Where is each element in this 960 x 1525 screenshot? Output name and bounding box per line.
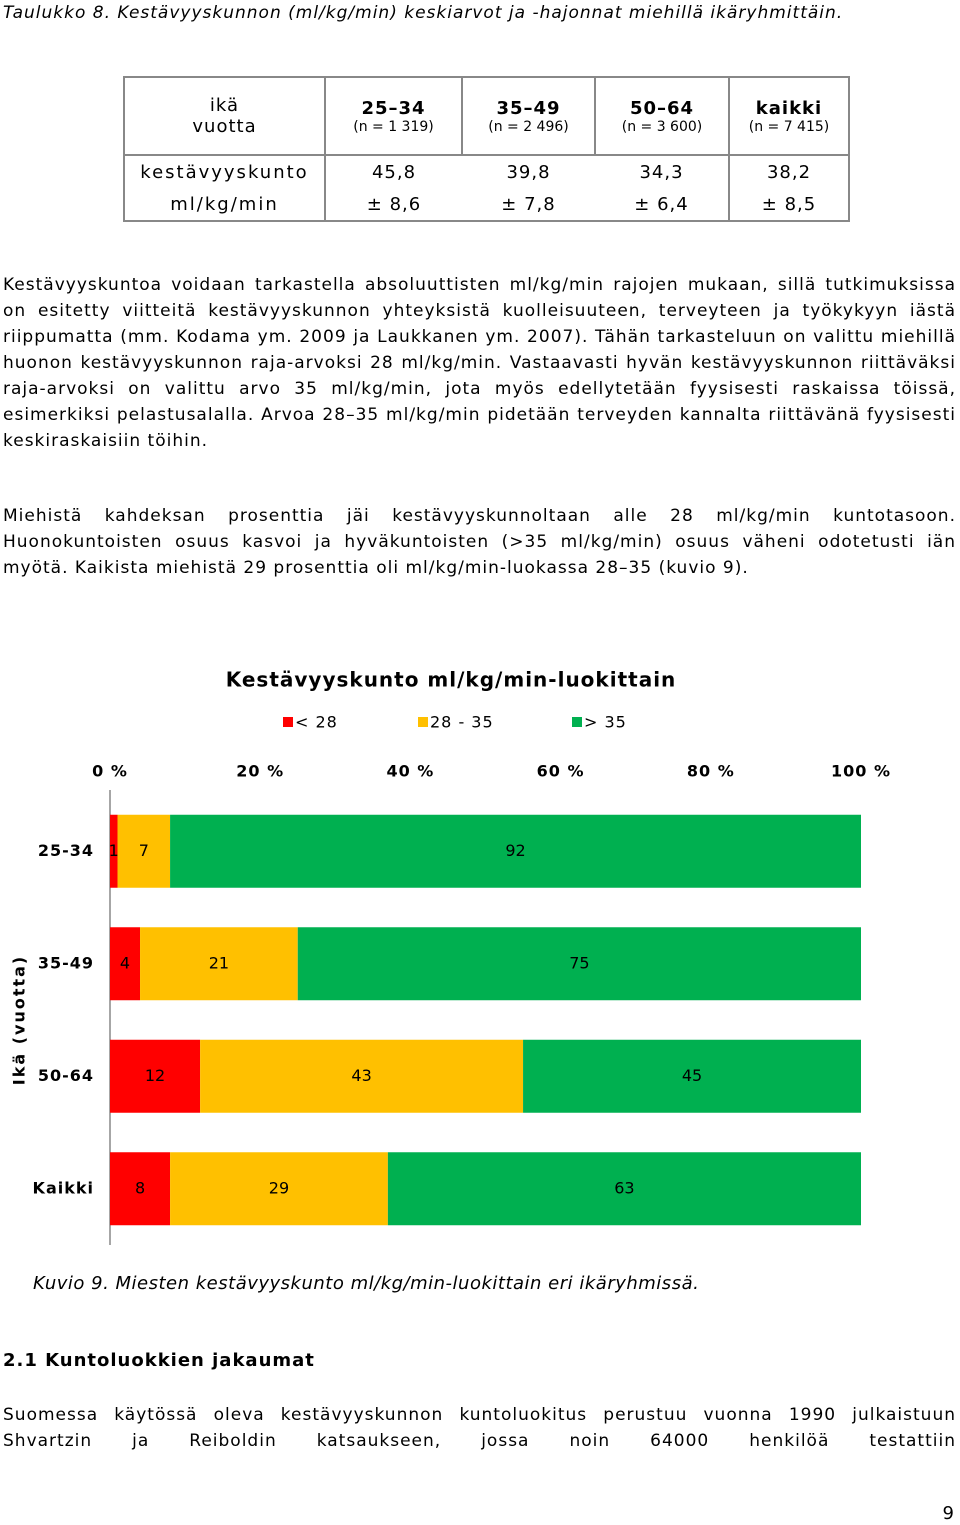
bar-segment [523, 1039, 861, 1113]
header-text: (n = 1 319) [353, 118, 434, 135]
y-tick-label: 25-34 [38, 841, 94, 860]
header-text: 35–49 [496, 97, 561, 119]
data-label: 12 [145, 1066, 165, 1085]
paragraph: Miehistä kahdeksan prosenttia jäi kestäv… [3, 506, 956, 578]
table-row: kestävyyskunto 45,8 39,8 34,3 38,2 [123, 155, 850, 188]
table-cell: 38,2 [728, 155, 850, 188]
header-text: 50–64 [629, 97, 695, 119]
table-cell: ml/kg/min [123, 188, 326, 222]
bar-segment [140, 927, 298, 1001]
x-tick-label: 80 % [687, 762, 735, 781]
x-tick-label: 40 % [386, 762, 434, 781]
y-axis-label: Ikä (vuotta) [10, 955, 29, 1086]
data-label: 92 [505, 841, 525, 860]
table-cell: 34,3 [639, 161, 684, 183]
table-caption: Taulukko 8. Kestävyyskunnon (ml/kg/min) … [3, 3, 844, 23]
table-cell: ± 6,4 [595, 188, 729, 222]
data-table: ikä vuotta 25–34 (n = 1 319) 35–49 (n = 2 496… [123, 76, 850, 222]
bar-segment [297, 927, 861, 1001]
legend-label: 28 - 35 [430, 713, 494, 732]
figure-caption: Kuvio 9. Miesten kestävyyskunto ml/kg/mi… [33, 1273, 700, 1294]
header-text: ikä [209, 95, 240, 116]
data-label: 21 [209, 953, 229, 972]
paragraph: Kestävyyskuntoa voidaan tarkastella abso… [3, 275, 956, 451]
bar-segment [200, 1039, 524, 1113]
y-tick-label: Kaikki [33, 1178, 94, 1197]
data-label: 75 [569, 953, 589, 972]
data-label: 63 [614, 1178, 634, 1197]
x-tick-label: 60 % [537, 762, 585, 781]
section-heading: 2.1 Kuntoluokkien jakaumat [3, 1350, 315, 1371]
table-cell: 45,8 [371, 161, 417, 183]
header-cell: 35–49 (n = 2 496) [461, 76, 596, 156]
header-cell: kaikki (n = 7 415) [728, 76, 850, 156]
data-label: 1 [109, 841, 119, 860]
y-tick-label: 35-49 [38, 953, 94, 972]
bar-segment [170, 814, 861, 888]
legend-swatch [283, 717, 293, 727]
legend-label: > 35 [584, 713, 627, 732]
chart: Kestävyyskunto ml/kg/min-luokittain Ikä … [10, 668, 891, 1245]
legend-label: < 28 [295, 713, 338, 732]
data-label: 29 [269, 1178, 289, 1197]
paragraph: Suomessa käytössä oleva kestävyyskunnon … [3, 1405, 956, 1451]
bar-segment [117, 814, 171, 888]
bar-segment [110, 927, 141, 1001]
header-text: (n = 2 496) [488, 118, 569, 135]
table-row: ml/kg/min ± 8,6 ± 7,8 ± 6,4 ± 8,5 [123, 188, 850, 222]
legend-swatch [418, 717, 428, 727]
x-tick-label: 20 % [236, 762, 284, 781]
header-text: kaikki [755, 97, 823, 119]
data-label: 45 [682, 1066, 702, 1085]
table-cell: ± 7,8 [462, 188, 595, 222]
data-label: 43 [351, 1066, 371, 1085]
data-label: 8 [135, 1178, 145, 1197]
bar-segment [170, 1152, 388, 1226]
chart-title: Kestävyyskunto ml/kg/min-luokittain [226, 668, 677, 692]
header-text: (n = 3 600) [621, 118, 703, 135]
legend-swatch [572, 717, 582, 727]
header-cell: 25–34 (n = 1 319) [324, 76, 463, 156]
header-row: ikä vuotta 25–34 (n = 1 319) 35–49 (n = 2 496… [123, 76, 850, 156]
table-cell: ± 8,5 [728, 188, 850, 222]
table-cell: ± 8,6 [325, 188, 462, 222]
bar-segment [387, 1152, 861, 1226]
x-tick-label: 0 % [92, 762, 128, 781]
header-text: 25–34 [361, 97, 426, 119]
page-number: 9 [942, 1503, 954, 1524]
table-cell: 39,8 [506, 161, 551, 183]
header-cell: 50–64 (n = 3 600) [594, 76, 730, 156]
x-tick-label: 100 % [831, 762, 891, 781]
header-text: vuotta [192, 116, 257, 137]
bar-segment [110, 1039, 201, 1113]
bar-segment [110, 1152, 171, 1226]
table-cell: kestävyyskunto [123, 155, 326, 188]
header-cell: ikä vuotta [123, 76, 326, 156]
y-tick-label: 50-64 [38, 1066, 94, 1085]
header-text: (n = 7 415) [748, 118, 830, 135]
bar-segment [110, 814, 118, 888]
data-label: 7 [139, 841, 149, 860]
data-label: 4 [120, 953, 130, 972]
